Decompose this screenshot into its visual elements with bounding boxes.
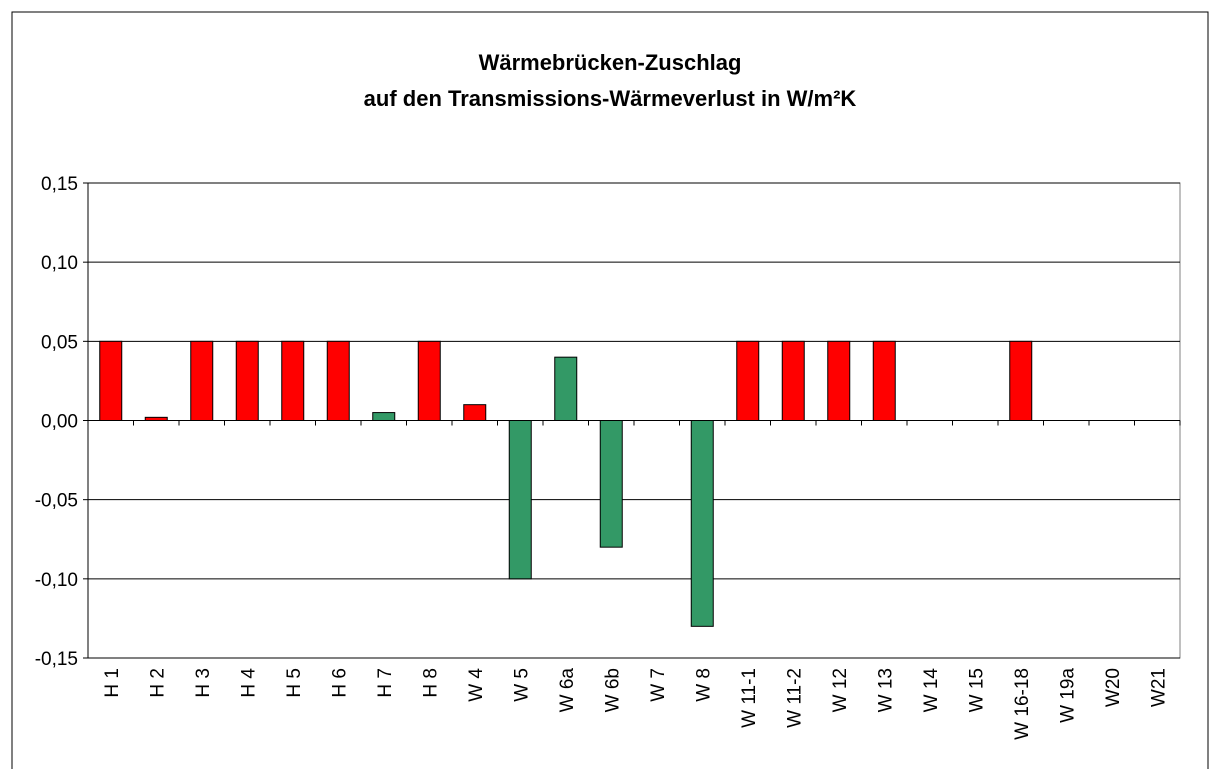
bar	[872, 340, 896, 422]
x-tick-label: W 15	[966, 668, 987, 712]
bar	[554, 356, 578, 421]
x-tick-label: W 4	[466, 668, 487, 702]
bar	[1009, 340, 1033, 422]
x-tick-label: W 16-18	[1012, 668, 1033, 740]
y-tick-label: 0,00	[41, 412, 78, 433]
x-tick-label: H 5	[284, 668, 305, 698]
x-tick-label: W20	[1103, 668, 1124, 707]
x-tick-label: W 7	[648, 668, 669, 702]
bar	[417, 340, 441, 422]
bar	[690, 420, 714, 627]
x-tick-label: H 8	[420, 668, 441, 698]
x-tick-label: H 2	[147, 668, 168, 698]
y-tick-label: -0,05	[35, 491, 78, 512]
bar	[326, 340, 350, 422]
x-tick-label: W21	[1148, 668, 1169, 707]
bar	[599, 420, 623, 548]
bar	[781, 340, 805, 422]
x-tick-label: W 12	[830, 668, 851, 712]
y-tick-label: 0,15	[41, 174, 78, 195]
x-tick-label: H 3	[193, 668, 214, 698]
bar	[827, 340, 851, 422]
bar	[235, 340, 259, 422]
y-tick-label: -0,10	[35, 570, 78, 591]
x-tick-label: H 6	[329, 668, 350, 698]
chart-subtitle: auf den Transmissions-Wärmeverlust in W/…	[364, 86, 857, 111]
chart-border	[11, 11, 1209, 769]
x-tick-label: H 1	[102, 668, 123, 698]
x-tick-label: H 4	[238, 668, 259, 698]
y-tick-label: -0,15	[35, 649, 78, 670]
x-tick-label: H 7	[375, 668, 396, 698]
y-tick-label: 0,10	[41, 253, 78, 274]
bar	[736, 340, 760, 422]
bar	[463, 404, 487, 421]
x-tick-label: W 5	[511, 668, 532, 702]
bar	[372, 412, 396, 422]
x-tick-label: W 11-2	[784, 668, 805, 728]
chart-title: Wärmebrücken-Zuschlag	[479, 50, 742, 75]
bar	[190, 340, 214, 422]
x-tick-label: W 8	[693, 668, 714, 702]
y-tick-label: 0,05	[41, 332, 78, 353]
x-tick-label: W 19a	[1057, 668, 1078, 723]
bar	[508, 420, 532, 580]
x-tick-label: W 6a	[557, 668, 578, 713]
x-tick-label: W 13	[875, 668, 896, 712]
x-tick-label: W 11-1	[739, 668, 760, 728]
x-tick-label: W 14	[921, 668, 942, 713]
bar	[99, 340, 123, 422]
x-tick-label: W 6b	[602, 668, 623, 712]
bar	[281, 340, 305, 422]
